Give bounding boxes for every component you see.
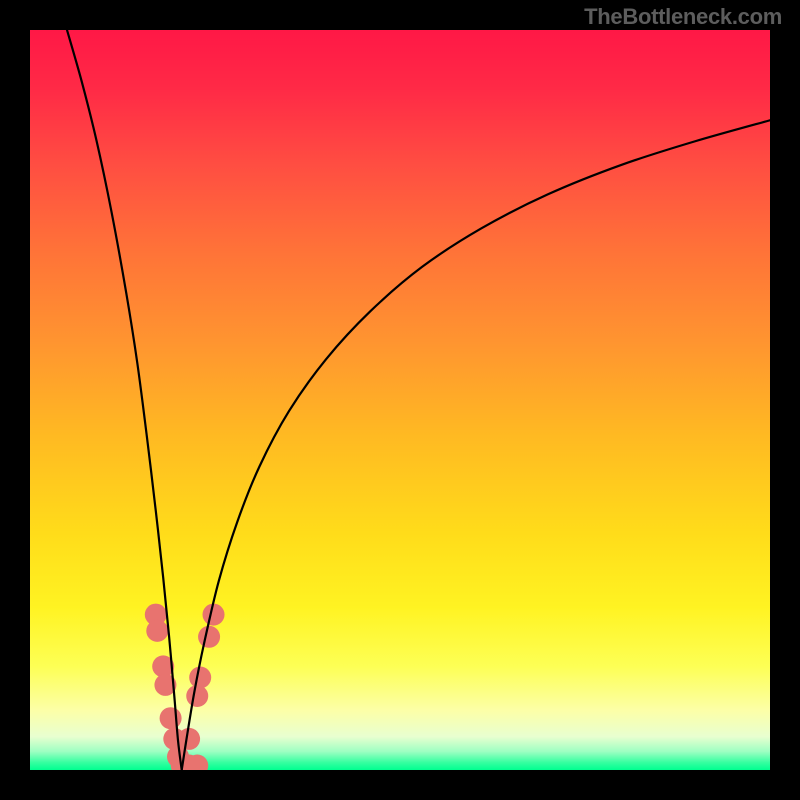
curve-marker xyxy=(186,685,208,707)
curve-marker xyxy=(203,604,225,626)
plot-area xyxy=(30,30,770,770)
watermark-text: TheBottleneck.com xyxy=(584,4,782,30)
curve-layer xyxy=(30,30,770,770)
curve-marker xyxy=(160,707,182,729)
curve-marker xyxy=(198,626,220,648)
chart-container: TheBottleneck.com xyxy=(0,0,800,800)
curve-marker xyxy=(189,667,211,689)
curve-marker xyxy=(178,728,200,750)
curve-right-branch xyxy=(182,120,770,770)
curve-marker xyxy=(146,620,168,642)
